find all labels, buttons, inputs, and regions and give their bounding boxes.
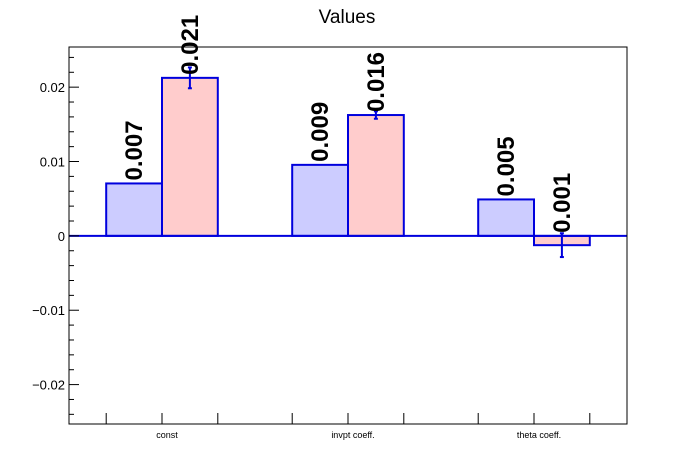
data-labels-layer: 0.007 0.009 0.005 0.021 0.016 0.001 [121,15,576,233]
y-axis: −0.02 −0.01 0 0.01 0.02 [32,56,79,415]
data-label-s1-2: 0.009 [307,102,334,162]
bar-s2-2 [347,114,405,237]
y-tick-label: 0.01 [40,155,65,170]
chart-title: Values [319,7,376,28]
bar-s1-2 [291,163,350,237]
data-label-s2-1: 0.021 [177,15,204,75]
error-bar-s2-3 [559,232,564,259]
y-tick-label: 0.02 [40,80,65,95]
data-label-s1-3: 0.005 [493,136,520,196]
x-category-label: const [156,430,178,440]
x-category-label: invpt coeff. [331,430,374,440]
x-category-label: theta coeff. [517,430,561,440]
bar-s1-1 [105,182,163,237]
x-axis: const invpt coeff. theta coeff. [105,413,591,440]
y-tick-label: 0 [58,229,65,244]
bar-s2-1 [161,76,219,237]
data-label-s1-1: 0.007 [121,120,148,180]
y-tick-label: −0.01 [32,303,65,318]
error-bar-s2-1 [187,66,192,90]
data-label-s2-3: 0.001 [549,173,576,233]
y-tick-label: −0.02 [32,378,65,393]
data-label-s2-2: 0.016 [363,52,390,112]
error-bars-layer [187,66,564,259]
error-bar-s2-2 [373,110,378,120]
bar-s1-3 [477,198,536,237]
